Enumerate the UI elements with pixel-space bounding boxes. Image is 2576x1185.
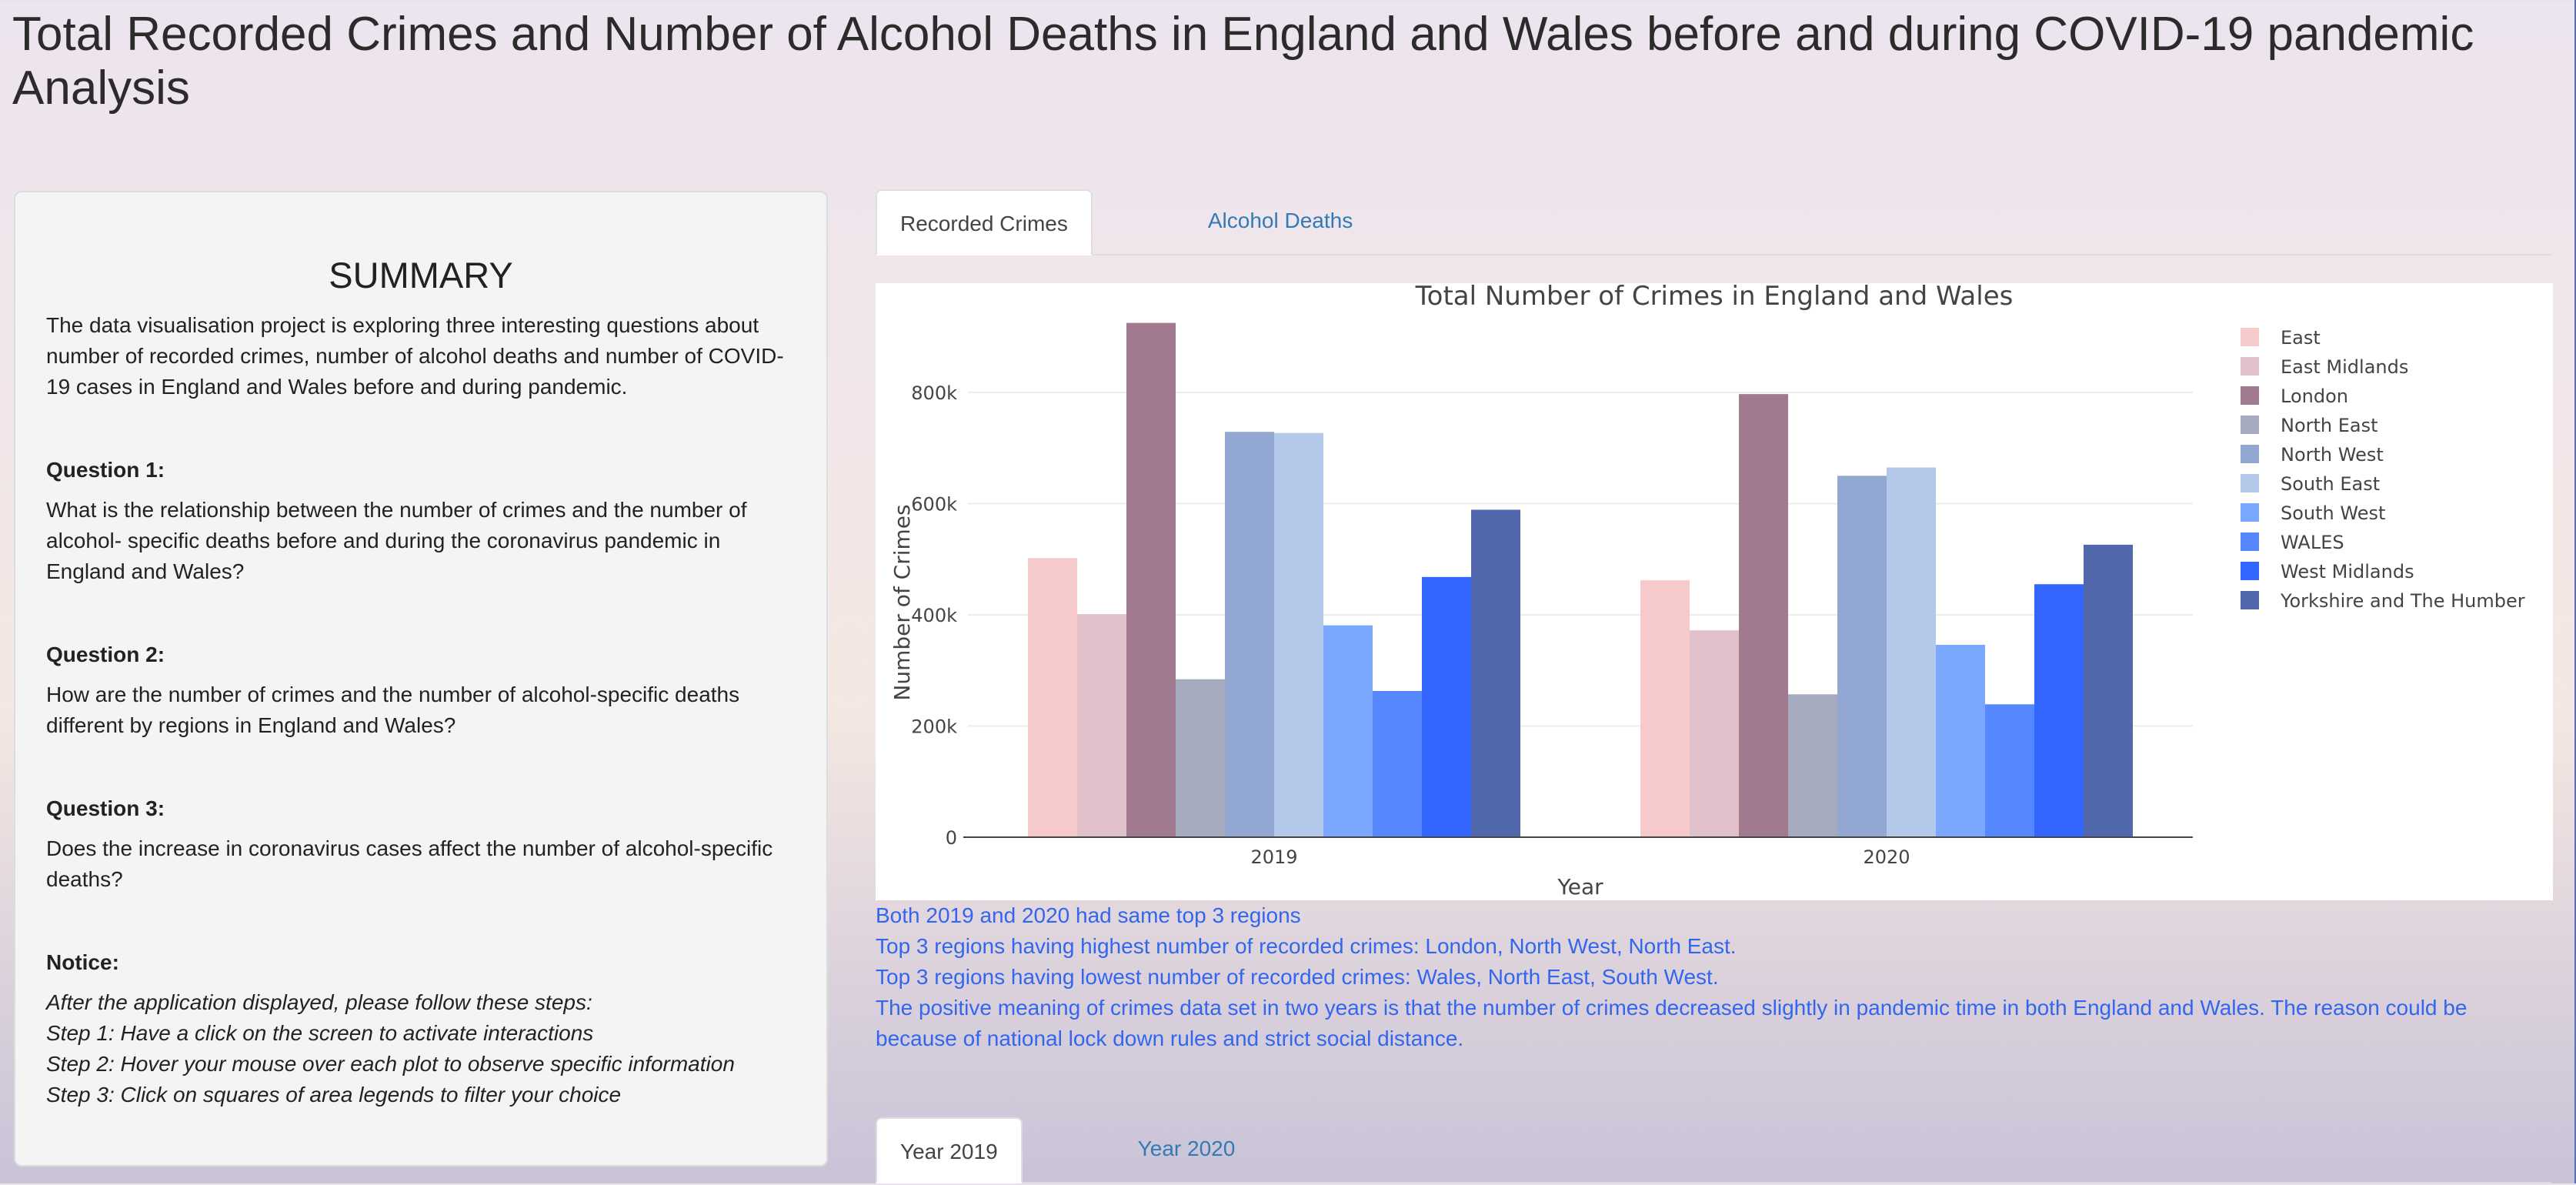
legend-label[interactable]: East: [2281, 327, 2321, 349]
summary-intro: The data visualisation project is explor…: [46, 313, 784, 399]
question-2-title: Question 2:: [46, 643, 165, 666]
bar[interactable]: [1274, 432, 1323, 837]
bar[interactable]: [1323, 625, 1373, 837]
question-3-text: Does the increase in coronavirus cases a…: [46, 836, 773, 891]
legend-swatch[interactable]: [2241, 474, 2259, 492]
x-tick-label: 2019: [1250, 846, 1297, 868]
legend-swatch[interactable]: [2241, 503, 2259, 522]
y-tick-label: 200k: [911, 716, 957, 737]
tab-year-2019[interactable]: Year 2019: [876, 1117, 1023, 1183]
tab-recorded-crimes[interactable]: Recorded Crimes: [876, 189, 1093, 255]
bar[interactable]: [1225, 432, 1274, 837]
bar[interactable]: [1985, 704, 2034, 837]
y-tick-label: 600k: [911, 493, 957, 515]
legend-label[interactable]: North East: [2281, 415, 2378, 436]
bar[interactable]: [1471, 509, 1520, 837]
notice-title: Notice:: [46, 950, 119, 974]
bar[interactable]: [1176, 679, 1225, 837]
legend-label[interactable]: East Midlands: [2281, 356, 2408, 378]
bars-layer[interactable]: [1028, 322, 2133, 837]
notice-step: Step 1: Have a click on the screen to ac…: [46, 1021, 594, 1045]
summary-heading: SUMMARY: [329, 255, 513, 295]
window-edge: [2574, 0, 2576, 1183]
summary-panel: SUMMARY The data visualisation project i…: [14, 191, 828, 1167]
bar[interactable]: [1126, 322, 1176, 837]
legend-label[interactable]: WALES: [2281, 532, 2344, 553]
bar[interactable]: [1077, 614, 1126, 837]
question-1-text: What is the relationship between the num…: [46, 498, 747, 583]
chart-title: Total Number of Crimes in England and Wa…: [1415, 283, 2014, 312]
note-line: Top 3 regions having lowest number of re…: [876, 965, 1719, 989]
legend-swatch[interactable]: [2241, 416, 2259, 434]
legend-label[interactable]: Yorkshire and The Humber: [2280, 590, 2525, 612]
question-2-text: How are the number of crimes and the num…: [46, 683, 740, 737]
bar[interactable]: [1373, 690, 1422, 837]
bar[interactable]: [1739, 394, 1788, 837]
y-axis-label: Number of Crimes: [889, 504, 915, 700]
y-tick-label: 400k: [911, 605, 957, 626]
legend-swatch[interactable]: [2241, 591, 2259, 609]
note-line: Top 3 regions having highest number of r…: [876, 934, 1737, 958]
page-title: Total Recorded Crimes and Number of Alco…: [12, 8, 2474, 115]
bar[interactable]: [1690, 630, 1739, 837]
legend[interactable]: East East Midlands London North East North W…: [2241, 327, 2525, 612]
axis-layer: 0 200k 400k 600k 800k 2019 2020: [911, 382, 2193, 868]
bar[interactable]: [1936, 644, 1985, 837]
bar[interactable]: [1422, 576, 1471, 837]
bar[interactable]: [1788, 694, 1837, 837]
legend-swatch[interactable]: [2241, 445, 2259, 463]
chart-tabs: Recorded Crimes Alcohol Deaths: [876, 186, 2551, 255]
legend-label[interactable]: London: [2281, 386, 2348, 407]
legend-label[interactable]: West Midlands: [2281, 561, 2414, 582]
notice-step: After the application displayed, please …: [46, 990, 592, 1014]
legend-swatch[interactable]: [2241, 328, 2259, 346]
bar[interactable]: [2084, 544, 2133, 837]
bar[interactable]: [1887, 467, 1936, 837]
y-tick-label: 0: [946, 827, 957, 849]
note-line: Both 2019 and 2020 had same top 3 region…: [876, 903, 1301, 927]
year-tabs: Year 2019 Year 2020: [876, 1114, 2551, 1183]
bar[interactable]: [1640, 580, 1690, 837]
note-line: The positive meaning of crimes data set …: [876, 996, 2468, 1050]
notice-step: Step 2: Hover your mouse over each plot …: [46, 1052, 735, 1076]
bar[interactable]: [1028, 558, 1077, 837]
x-axis-label: Year: [1557, 874, 1603, 900]
legend-swatch[interactable]: [2241, 532, 2259, 551]
question-1-title: Question 1:: [46, 458, 165, 482]
chart-notes: Both 2019 and 2020 had same top 3 region…: [876, 900, 2553, 1054]
legend-swatch[interactable]: [2241, 562, 2259, 580]
question-3-title: Question 3:: [46, 796, 165, 820]
crimes-chart[interactable]: Total Number of Crimes in England and Wa…: [876, 283, 2553, 900]
tab-year-2020[interactable]: Year 2020: [1137, 1137, 1236, 1160]
y-tick-label: 800k: [911, 382, 957, 404]
crimes-chart-svg[interactable]: Total Number of Crimes in England and Wa…: [876, 283, 2553, 900]
x-tick-label: 2020: [1863, 846, 1910, 868]
bar[interactable]: [2034, 584, 2084, 837]
legend-label[interactable]: North West: [2281, 444, 2384, 466]
tab-alcohol-deaths[interactable]: Alcohol Deaths: [1207, 209, 1353, 232]
legend-label[interactable]: South East: [2281, 473, 2380, 495]
notice-step: Step 3: Click on squares of area legends…: [46, 1083, 622, 1107]
legend-swatch[interactable]: [2241, 357, 2259, 376]
bar[interactable]: [1837, 476, 1887, 837]
legend-swatch[interactable]: [2241, 386, 2259, 405]
legend-label[interactable]: South West: [2281, 502, 2385, 524]
